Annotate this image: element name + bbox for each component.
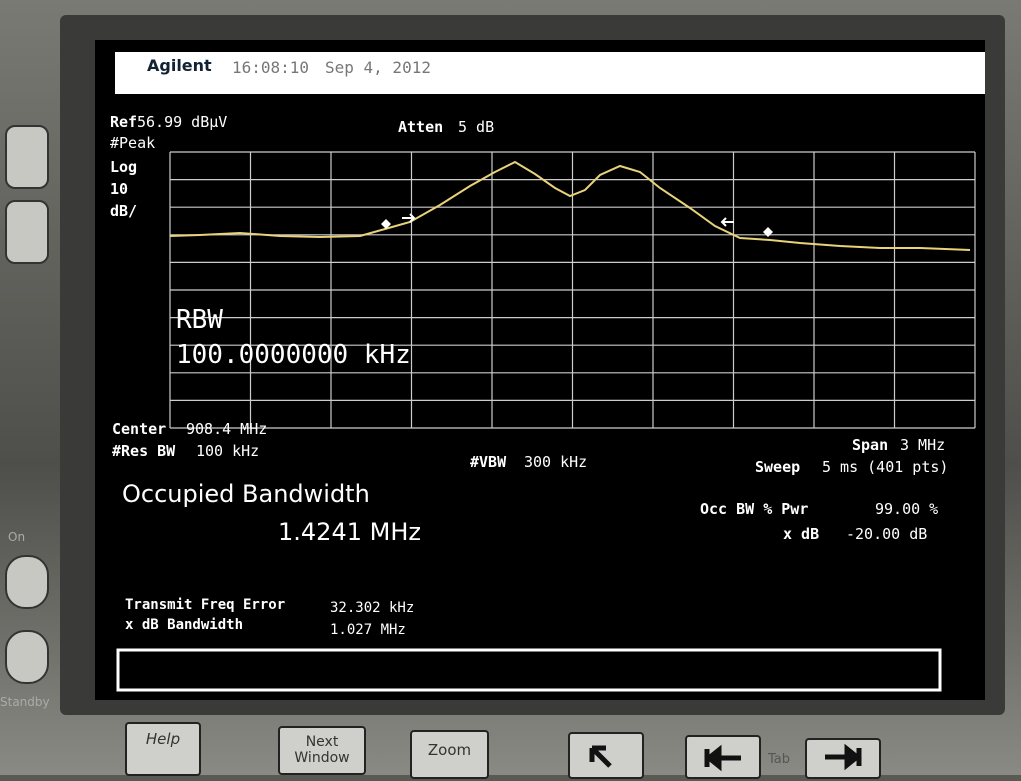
input-field[interactable] [118,650,940,690]
result-value: 1.027 MHz [330,622,406,638]
arrow-key[interactable] [568,732,644,779]
xdb-label: x dB [783,525,819,543]
next-window-key[interactable]: Next Window [278,726,366,775]
span-value: 3 MHz [900,436,945,454]
detector: #Peak [110,134,155,152]
tab-label: Tab [768,752,790,767]
vbw-label: #VBW [470,453,506,471]
sweep-value: 5 ms (401 pts) [822,458,948,476]
center-label: Center [112,420,166,438]
vbw-value: 300 kHz [524,453,587,471]
span-label: Span [852,436,888,454]
res-bw-label: #Res BW [112,442,175,460]
scale-unit: dB/ [110,202,137,220]
result-label: Transmit Freq Error [125,597,285,613]
atten-label: Atten [398,118,443,136]
help-key[interactable]: Help [125,722,201,776]
measurement-title: Occupied Bandwidth [122,480,370,508]
rbw-value: 100.0000000 kHz [176,340,411,370]
measurement-value: 1.4241 MHz [278,518,421,546]
occ-value: 99.00 % [875,500,938,518]
occ-label: Occ BW % Pwr [700,500,808,518]
scale-value: 10 [110,180,128,198]
xdb-value: -20.00 dB [846,525,927,543]
res-bw-value: 100 kHz [196,442,259,460]
tab-key[interactable] [805,738,881,779]
instrument-photo: On Standby Agilent 16:08:10 Sep 4, 2012 … [0,0,1021,775]
result-value: 32.302 kHz [330,600,414,616]
back-tab-key[interactable] [685,735,761,779]
sweep-label: Sweep [755,458,800,476]
ref-value: 56.99 dBµV [137,113,227,131]
atten-value: 5 dB [458,118,494,136]
rbw-label: RBW [176,305,223,335]
scale-type: Log [110,158,137,176]
ref-label: Ref [110,113,137,131]
spectrum-trace [170,162,970,250]
bw-arrows [402,214,734,226]
result-label: x dB Bandwidth [125,617,243,633]
center-value: 908.4 MHz [186,420,267,438]
zoom-key[interactable]: Zoom [410,730,489,779]
